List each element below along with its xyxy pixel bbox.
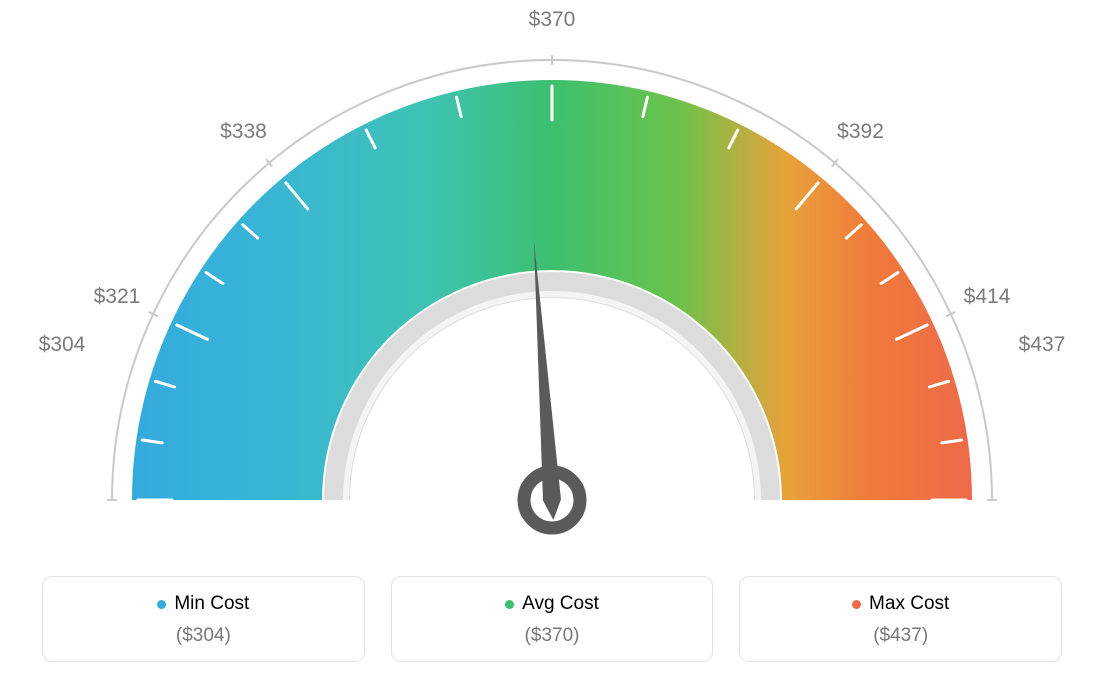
- gauge-tick-label: $414: [964, 285, 1011, 309]
- legend-row: Min Cost ($304) Avg Cost ($370) Max Cost…: [42, 576, 1062, 662]
- legend-label-min: Min Cost: [157, 593, 249, 615]
- legend-value-avg: ($370): [404, 625, 701, 647]
- legend-value-min: ($304): [55, 625, 352, 647]
- gauge-tick-label: $392: [837, 120, 884, 144]
- legend-card-min: Min Cost ($304): [42, 576, 365, 662]
- legend-card-max: Max Cost ($437): [739, 576, 1062, 662]
- legend-label-max: Max Cost: [852, 593, 949, 615]
- gauge-tick-label: $321: [94, 285, 141, 309]
- gauge-tick-label: $338: [220, 120, 267, 144]
- cost-gauge-container: $304 $321 $338 $370 $392 $414 $437 Min Cost ($…: [0, 0, 1104, 690]
- legend-card-avg: Avg Cost ($370): [391, 576, 714, 662]
- gauge-chart: $304 $321 $338 $370 $392 $414 $437: [0, 0, 1104, 560]
- gauge-tick-label: $304: [39, 333, 86, 357]
- legend-value-max: ($437): [752, 625, 1049, 647]
- legend-text-avg: Avg Cost: [522, 593, 599, 615]
- gauge-tick-label: $437: [1019, 333, 1066, 357]
- legend-dot-min: [157, 600, 166, 609]
- legend-dot-max: [852, 600, 861, 609]
- legend-text-min: Min Cost: [174, 593, 249, 615]
- gauge-tick-label: $370: [529, 8, 576, 32]
- legend-dot-avg: [505, 600, 514, 609]
- legend-label-avg: Avg Cost: [505, 593, 599, 615]
- legend-text-max: Max Cost: [869, 593, 949, 615]
